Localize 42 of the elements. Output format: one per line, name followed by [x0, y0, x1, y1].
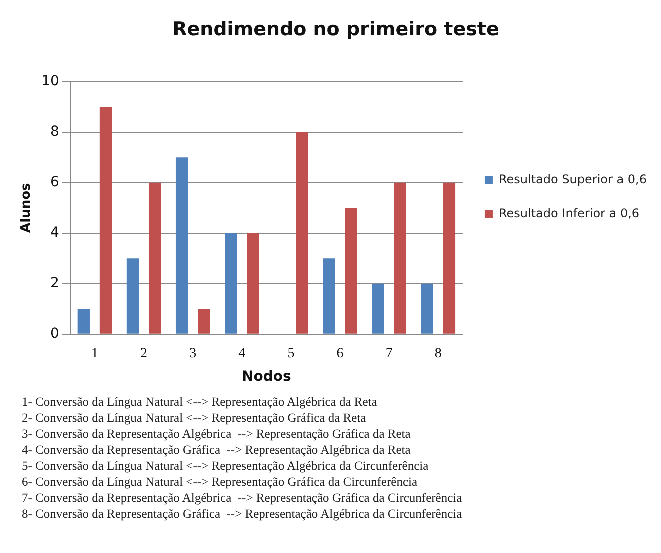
- y-axis-title: Alunos: [19, 182, 34, 233]
- y-tick-label: 2: [50, 276, 60, 292]
- bar: [198, 309, 210, 334]
- text: 7- Conversão da Representação Algébrica --> Representação Gráfica da Circunferência: [22, 490, 464, 506]
- bar: [176, 158, 188, 334]
- bar: [148, 182, 162, 334]
- text: 8- Conversão da Representação Gráfica --> Representação Algébrica da Circunferência: [22, 506, 464, 522]
- bar: [345, 208, 358, 334]
- text: 1- Conversão da Língua Natural <--> Representação Algébrica da Reta: [22, 394, 378, 410]
- x-tick-label: 1: [91, 346, 98, 362]
- legend-label: Resultado Superior a 0,6: [498, 172, 648, 187]
- text: 4- Conversão da Representação Gráfica --> Representação Algébrica da Reta: [22, 442, 412, 458]
- bar: [100, 107, 112, 334]
- x-axis-title: Nodos: [242, 369, 292, 386]
- y-tick-label: 6: [50, 174, 60, 190]
- bar: [126, 258, 140, 334]
- text: 3- Conversão da Representação Algébrica --> Representação Gráfica da Reta: [22, 426, 412, 442]
- x-tick-label: 4: [238, 346, 246, 362]
- bar: [421, 284, 434, 334]
- x-tick-label: 2: [140, 346, 148, 362]
- bar: [372, 284, 384, 334]
- chart-title: Rendimendo no primeiro teste: [172, 18, 500, 40]
- text: 5- Conversão da Língua Natural <--> Representação Algébrica da Circunferência: [22, 458, 430, 474]
- x-tick-label: 8: [434, 346, 442, 362]
- x-tick-label: 5: [288, 346, 295, 362]
- text: 2- Conversão da Língua Natural <--> Representação Gráfica da Reta: [22, 410, 368, 426]
- y-tick-label: 10: [42, 73, 60, 90]
- bar: [225, 233, 238, 334]
- text: 6- Conversão da Língua Natural <--> Representação Gráfica da Circunferência: [22, 474, 419, 490]
- y-tick-label: 4: [50, 225, 60, 241]
- bar: [394, 182, 406, 334]
- x-tick-label: 3: [190, 346, 197, 362]
- bar: [247, 233, 260, 334]
- bar: [78, 309, 90, 334]
- x-tick-label: 7: [386, 346, 393, 362]
- y-tick-label: 8: [50, 124, 60, 140]
- bar: [443, 182, 456, 334]
- bar: [323, 258, 336, 334]
- legend-label: Resultado Inferior a 0,6: [498, 206, 640, 221]
- y-tick-label: 0: [50, 326, 60, 342]
- x-tick-label: 6: [336, 346, 344, 362]
- bar: [296, 132, 308, 334]
